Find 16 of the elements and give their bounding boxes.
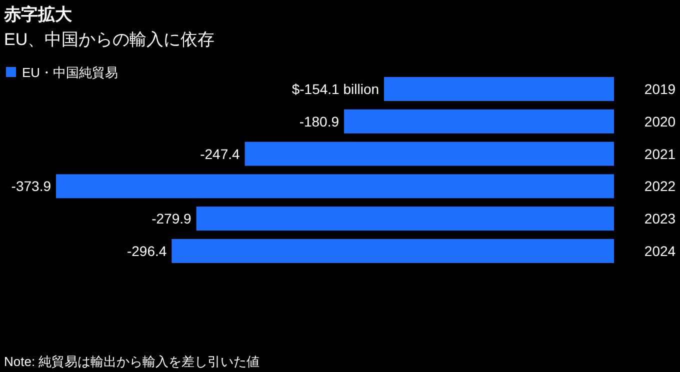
- y-tick-label: 2019: [644, 81, 676, 97]
- chart-subtitle: EU、中国からの輸入に依存: [4, 30, 215, 49]
- data-label: -180.9: [299, 113, 340, 130]
- data-label: -296.4: [126, 243, 167, 259]
- data-label: -279.9: [152, 210, 192, 227]
- data-label: -373.9: [11, 178, 52, 194]
- y-tick-label: 2021: [644, 146, 676, 162]
- y-tick-label: 2023: [644, 210, 676, 227]
- text: Note: 純貿易は輸出から輸入を差し引いた値: [4, 354, 260, 369]
- y-tick-label: 2022: [644, 178, 676, 194]
- y-tick-label: 2020: [644, 113, 676, 130]
- chart-title: 赤字拡大: [3, 5, 73, 24]
- legend-label: EU・中国純貿易: [22, 65, 118, 80]
- data-label: -247.4: [200, 146, 240, 162]
- y-tick-label: 2024: [644, 243, 676, 259]
- data-label: $-154.1 billion: [292, 81, 380, 97]
